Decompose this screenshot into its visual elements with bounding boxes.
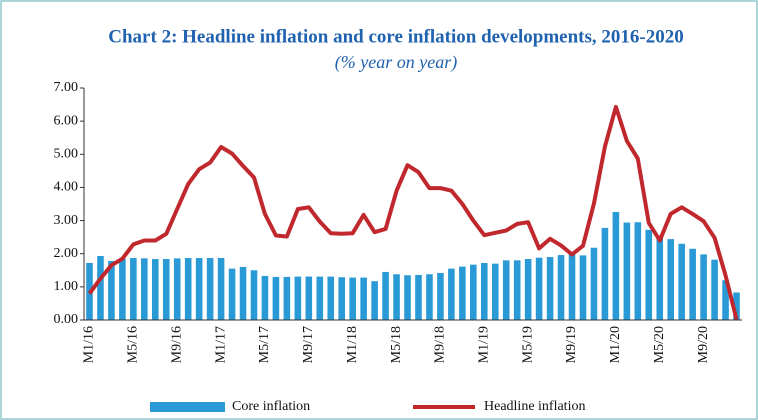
chart-subtitle: (% year on year): [335, 52, 457, 73]
bar: [546, 257, 554, 320]
x-tick-label: M9/18: [433, 326, 448, 363]
x-tick-label: M1/17: [213, 326, 228, 363]
x-tick-label: M9/19: [564, 326, 579, 363]
bar: [645, 229, 653, 320]
bar: [480, 262, 488, 320]
bar: [261, 275, 269, 320]
bar: [568, 252, 576, 320]
bar: [184, 258, 192, 320]
bar: [371, 281, 378, 320]
bar: [130, 258, 137, 320]
y-tick-label: 4.00: [54, 180, 79, 195]
bar: [491, 263, 499, 320]
bar: [448, 268, 455, 320]
bar: [360, 277, 367, 320]
bar: [722, 280, 729, 320]
bar: [678, 243, 685, 320]
bar: [502, 260, 510, 320]
bar: [195, 258, 203, 320]
x-tick-label: M9/16: [169, 326, 184, 363]
bar: [393, 274, 400, 320]
bar: [141, 258, 148, 320]
bar: [119, 258, 126, 320]
bar: [557, 255, 565, 320]
bar: [667, 239, 675, 320]
bar: [382, 271, 389, 320]
bar: [250, 270, 258, 320]
bar: [634, 222, 642, 320]
y-tick-label: 7.00: [54, 80, 79, 95]
bar: [700, 254, 707, 320]
y-tick-label: 1.00: [54, 279, 79, 294]
bar: [316, 276, 324, 320]
x-tick-label: M1/18: [345, 326, 360, 363]
x-tick-label: M1/19: [477, 326, 492, 363]
x-tick-label: M1/16: [82, 326, 97, 363]
bar: [239, 266, 247, 320]
y-tick-label: 0.00: [54, 312, 79, 327]
bar: [689, 248, 696, 320]
bar: [601, 227, 609, 320]
bar: [656, 235, 664, 320]
bar: [151, 259, 159, 320]
bar: [524, 259, 532, 320]
line: [87, 104, 739, 320]
y-tick-label: 2.00: [54, 246, 79, 261]
bar: [711, 259, 718, 320]
bar: [513, 260, 521, 320]
y-tick-label: 6.00: [54, 113, 79, 128]
legend-label: Core inflation: [232, 399, 310, 414]
bar: [217, 258, 225, 320]
x-tick-label: M5/17: [257, 326, 272, 363]
bar: [535, 257, 543, 320]
legend-swatch: [150, 402, 225, 412]
x-tick-label: M1/20: [608, 326, 623, 363]
legend-label: Headline inflation: [484, 399, 585, 414]
bar: [173, 258, 181, 320]
bar: [305, 276, 313, 320]
chart-title: Chart 2: Headline inflation and core inf…: [108, 26, 683, 47]
x-tick-label: M9/20: [696, 326, 711, 363]
x-tick-label: M5/20: [652, 326, 667, 363]
bar: [415, 274, 422, 320]
bar: [349, 277, 356, 320]
bar: [579, 255, 587, 320]
bar: [97, 256, 104, 320]
bar: [162, 259, 170, 320]
x-tick-label: M5/16: [126, 326, 141, 363]
bar: [228, 268, 236, 320]
bar: [623, 222, 631, 320]
y-tick-label: 5.00: [54, 147, 79, 162]
x-tick-label: M5/19: [520, 326, 535, 363]
bar: [272, 276, 280, 320]
bar: [590, 247, 598, 320]
bar: [470, 264, 477, 320]
y-tick-label: 3.00: [54, 213, 79, 228]
bar: [283, 276, 291, 320]
bar: [294, 276, 302, 320]
bar: [437, 272, 444, 320]
bar: [108, 261, 115, 320]
x-tick-label: M5/18: [389, 326, 404, 363]
bar: [612, 211, 620, 320]
bar: [338, 277, 346, 320]
x-tick-label: M9/17: [301, 326, 316, 363]
bar: [327, 276, 335, 320]
bar: [459, 266, 466, 320]
bar: [206, 258, 214, 320]
bar: [733, 292, 740, 320]
bar: [404, 275, 411, 320]
bar: [426, 274, 433, 320]
